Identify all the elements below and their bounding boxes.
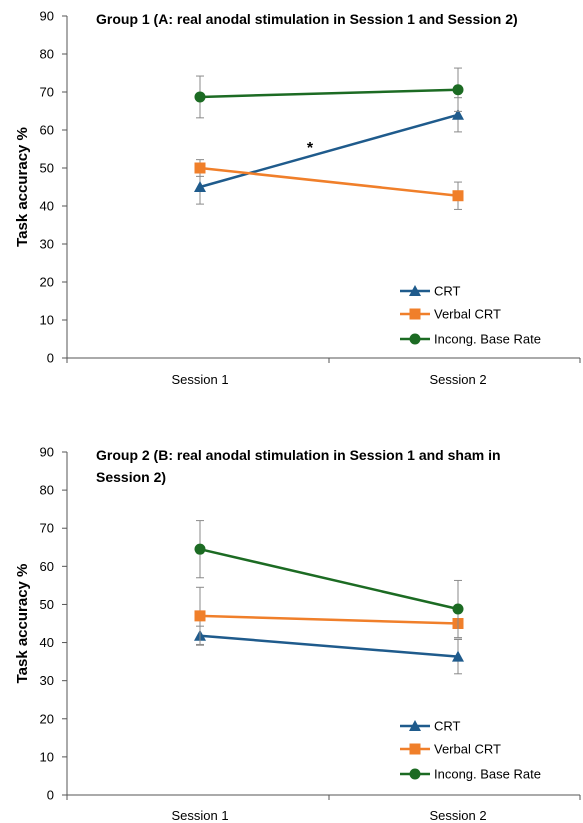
data-point bbox=[194, 181, 206, 192]
legend-marker bbox=[409, 308, 421, 320]
data-point bbox=[194, 91, 206, 103]
series-crt bbox=[194, 625, 464, 675]
data-point bbox=[194, 543, 206, 555]
chart-title: Session 2) bbox=[96, 469, 166, 485]
legend-marker bbox=[409, 768, 421, 780]
y-tick-label: 30 bbox=[40, 237, 54, 252]
y-tick-label: 40 bbox=[40, 199, 54, 214]
series-line bbox=[199, 88, 459, 99]
series-crt bbox=[194, 97, 464, 205]
y-tick-label: 90 bbox=[40, 445, 54, 460]
series-incong-base-rate bbox=[194, 520, 464, 639]
y-tick-label: 0 bbox=[47, 351, 54, 366]
series-line bbox=[199, 166, 459, 197]
x-tick-label: Session 2 bbox=[429, 808, 486, 823]
legend-marker bbox=[409, 333, 421, 345]
legend-label: CRT bbox=[434, 719, 461, 734]
y-tick-label: 80 bbox=[40, 483, 54, 498]
chart-title: Group 1 (A: real anodal stimulation in S… bbox=[96, 11, 518, 27]
y-tick-label: 10 bbox=[40, 749, 54, 764]
chart-title: Group 2 (B: real anodal stimulation in S… bbox=[96, 447, 501, 463]
series-line bbox=[199, 634, 459, 658]
y-tick-label: 80 bbox=[40, 47, 54, 62]
data-point bbox=[452, 84, 464, 96]
legend-marker bbox=[409, 285, 421, 296]
legend: CRT Verbal CRT Incong. Base Rate bbox=[400, 719, 541, 782]
series-verbal-crt bbox=[194, 159, 464, 210]
data-point bbox=[452, 108, 464, 120]
y-tick-label: 10 bbox=[40, 313, 54, 328]
y-tick-label: 50 bbox=[40, 597, 54, 612]
legend-label: CRT bbox=[434, 284, 461, 299]
series-incong-base-rate bbox=[194, 67, 464, 119]
y-tick-label: 0 bbox=[47, 788, 54, 803]
y-tick-label: 20 bbox=[40, 711, 54, 726]
series-line bbox=[199, 547, 459, 611]
data-point bbox=[194, 610, 206, 622]
y-tick-label: 20 bbox=[40, 275, 54, 290]
y-tick-label: 70 bbox=[40, 85, 54, 100]
legend-label: Incong. Base Rate bbox=[434, 332, 541, 347]
significance-marker: * bbox=[307, 140, 314, 157]
series-line bbox=[199, 113, 459, 189]
series-verbal-crt bbox=[194, 586, 464, 645]
y-axis-label: Task accuracy % bbox=[14, 564, 31, 684]
series-line bbox=[199, 614, 459, 625]
y-tick-label: 40 bbox=[40, 635, 54, 650]
data-point bbox=[452, 650, 464, 662]
x-tick-label: Session 1 bbox=[171, 808, 228, 823]
x-tick-label: Session 2 bbox=[429, 372, 486, 387]
legend: CRT Verbal CRT Incong. Base Rate bbox=[400, 284, 541, 347]
chart-panel-2: 0 10 20 30 40 50 60 70 80 90 Session 1 Session 2 Tas… bbox=[14, 445, 581, 823]
legend-label: Incong. Base Rate bbox=[434, 767, 541, 782]
y-tick-label: 70 bbox=[40, 521, 54, 536]
legend-marker bbox=[409, 720, 421, 731]
y-tick-label: 50 bbox=[40, 161, 54, 176]
x-tick-label: Session 1 bbox=[171, 372, 228, 387]
y-tick-label: 90 bbox=[40, 9, 54, 24]
data-point bbox=[194, 162, 206, 174]
y-axis-label: Task accuracy % bbox=[14, 127, 31, 247]
y-tick-label: 60 bbox=[40, 123, 54, 138]
y-tick-label: 60 bbox=[40, 559, 54, 574]
legend-label: Verbal CRT bbox=[434, 742, 501, 757]
data-point bbox=[452, 603, 464, 615]
chart-panel-1: 0 10 20 30 40 50 60 70 80 90 Session 1 Session 2 Tas… bbox=[14, 9, 581, 387]
y-tick-label: 30 bbox=[40, 673, 54, 688]
legend-label: Verbal CRT bbox=[434, 307, 501, 322]
data-point bbox=[452, 190, 464, 202]
legend-marker bbox=[409, 743, 421, 755]
